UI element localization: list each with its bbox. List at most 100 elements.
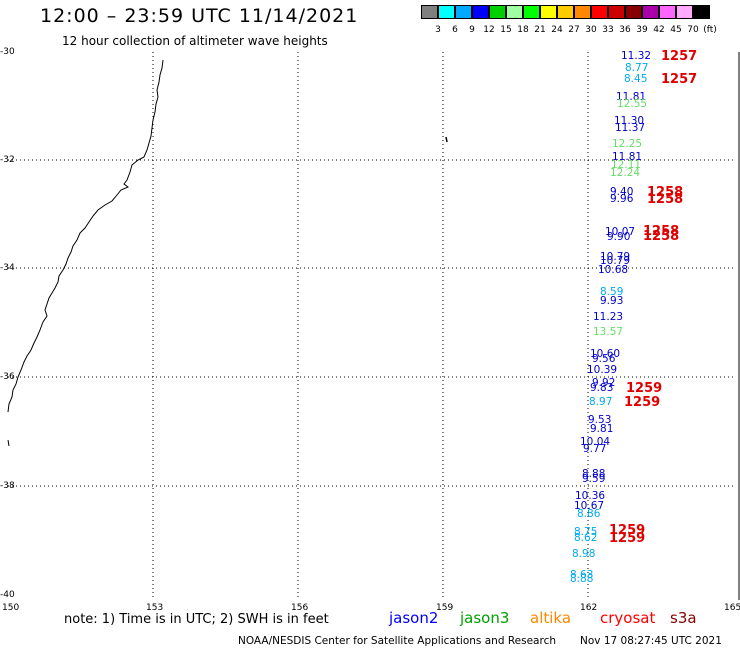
- legend-label: 21: [534, 25, 546, 35]
- wave-height-value: 10.79: [600, 251, 631, 263]
- satellite-jason3: jason3: [460, 609, 510, 627]
- legend-swatch: [574, 5, 591, 19]
- wave-height-value: 8.88: [570, 573, 594, 585]
- legend-label: 15: [500, 25, 512, 35]
- pass-time-label: 1258: [643, 229, 680, 244]
- wave-height-value: 10.67: [574, 500, 605, 512]
- satellite-s3a: s3a: [670, 609, 697, 627]
- pass-time-label: 1258: [647, 192, 684, 207]
- legend-label: 30: [585, 25, 597, 35]
- island-fragment: [445, 136, 448, 143]
- wave-height-value: 9.77: [583, 443, 607, 455]
- wave-height-value: 9.83: [590, 382, 614, 394]
- legend-swatch: [659, 5, 676, 19]
- satellite-jason2: jason2: [389, 609, 439, 627]
- wave-height-value: 9.90: [607, 231, 631, 243]
- legend-label: 42: [653, 25, 665, 35]
- page-subtitle: 12 hour collection of altimeter wave hei…: [62, 34, 328, 48]
- wave-height-value: 8.86: [577, 508, 601, 520]
- legend-swatch: [472, 5, 489, 19]
- wave-height-value: 10.79: [600, 255, 631, 267]
- pass-time-label: 1259: [609, 531, 646, 546]
- satellite-altika: altika: [530, 609, 572, 627]
- longitude-label: 165: [724, 603, 740, 613]
- legend-swatch: [523, 5, 540, 19]
- legend-swatch: [455, 5, 472, 19]
- graticule-grid: [8, 52, 733, 600]
- wave-height-value: 11.81: [616, 91, 647, 103]
- latitude-label: -32: [0, 155, 15, 165]
- pass-time-label: 1258: [647, 185, 684, 200]
- wave-height-value: 12.24: [610, 167, 641, 179]
- wave-height-value: 8.88: [582, 468, 606, 480]
- footer-credit: NOAA/NESDIS Center for Satellite Applica…: [238, 635, 556, 647]
- legend-label: 3: [435, 25, 441, 35]
- longitude-label: 156: [291, 603, 309, 613]
- pass-time-label: 1259: [624, 395, 661, 410]
- legend-label: 70: [687, 25, 699, 35]
- wave-height-value: 9.96: [610, 193, 634, 205]
- latitude-label: -36: [0, 372, 15, 382]
- legend-label: 39: [636, 25, 648, 35]
- wave-height-value: 8.98: [572, 548, 596, 560]
- legend-label: 36: [619, 25, 631, 35]
- wave-height-value: 8.45: [624, 73, 648, 85]
- note-text: note: 1) Time is in UTC; 2) SWH is in fe…: [64, 612, 329, 627]
- legend-swatch: [591, 5, 608, 19]
- legend-swatch: [540, 5, 557, 19]
- wave-height-value: 11.23: [593, 311, 624, 323]
- legend-swatch: [625, 5, 642, 19]
- wave-height-value: 12.55: [617, 98, 648, 110]
- latitude-label: -40: [0, 590, 15, 600]
- wave-height-value: 10.39: [587, 364, 618, 376]
- legend-label: 24: [551, 25, 563, 35]
- wave-height-value: 11.30: [614, 115, 645, 127]
- legend-label: 18: [517, 25, 529, 35]
- wave-height-value: 9.56: [592, 353, 616, 365]
- wave-height-value: 10.07: [605, 226, 636, 238]
- wave-height-value: 8.63: [570, 569, 594, 581]
- pass-time-label: 1259: [609, 523, 646, 538]
- wave-height-value: 9.40: [610, 186, 634, 198]
- pass-time-label: 1258: [643, 224, 680, 239]
- wave-height-value: 8.97: [589, 396, 613, 408]
- longitude-label: 162: [580, 603, 598, 613]
- legend-label: 6: [452, 25, 458, 35]
- wave-height-value: 10.36: [575, 490, 606, 502]
- wave-height-value: 8.59: [600, 286, 624, 298]
- wave-height-value: 12.11: [611, 159, 642, 171]
- satellite-cryosat: cryosat: [600, 609, 656, 627]
- legend-swatch: [489, 5, 506, 19]
- legend-label: 27: [568, 25, 580, 35]
- wave-height-value: 12.25: [612, 138, 643, 150]
- wave-height-value: 10.04: [580, 436, 611, 448]
- australia-coastline: [7, 59, 164, 413]
- wave-height-value: 11.81: [612, 151, 643, 163]
- legend-label: 33: [602, 25, 614, 35]
- legend-label: 9: [469, 25, 475, 35]
- legend-swatch: [438, 5, 455, 19]
- wave-height-value: 8.75: [574, 526, 598, 538]
- wave-height-value: 9.59: [582, 473, 606, 485]
- wave-height-value: 8.77: [625, 62, 649, 74]
- wave-height-value: 9.93: [600, 295, 624, 307]
- wave-height-value: 10.68: [598, 264, 629, 276]
- wave-height-value: 9.53: [588, 414, 612, 426]
- latitude-label: -38: [0, 481, 15, 491]
- legend-swatch: [557, 5, 574, 19]
- wave-height-value: 8.62: [574, 532, 598, 544]
- pass-time-label: 1257: [661, 49, 698, 64]
- legend-swatch: [506, 5, 523, 19]
- wave-height-value: 9.81: [590, 423, 614, 435]
- longitude-label: 150: [2, 603, 20, 613]
- latitude-label: -30: [0, 47, 15, 57]
- latitude-label: -34: [0, 263, 15, 273]
- wave-height-value: 11.37: [615, 122, 646, 134]
- wave-height-value: 13.57: [593, 326, 624, 338]
- generated-timestamp: Nov 17 08:27:45 UTC 2021: [580, 635, 722, 647]
- longitude-label: 159: [436, 603, 454, 613]
- pass-time-label: 1259: [626, 381, 663, 396]
- legend-swatch: [642, 5, 659, 19]
- legend-swatch: [421, 5, 438, 19]
